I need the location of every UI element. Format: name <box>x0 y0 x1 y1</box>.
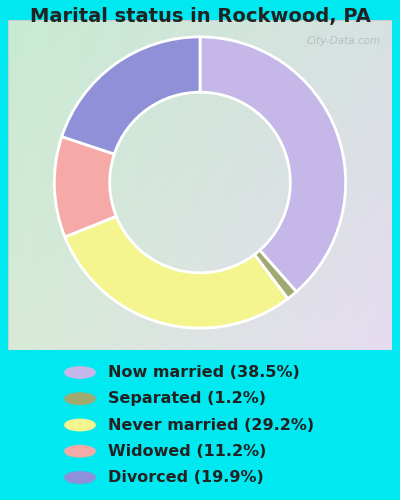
Circle shape <box>65 472 95 483</box>
Text: Now married (38.5%): Now married (38.5%) <box>108 365 300 380</box>
Text: City-Data.com: City-Data.com <box>306 36 380 46</box>
Text: Marital status in Rockwood, PA: Marital status in Rockwood, PA <box>30 7 370 26</box>
Wedge shape <box>54 136 116 237</box>
Text: Widowed (11.2%): Widowed (11.2%) <box>108 444 266 459</box>
Text: Separated (1.2%): Separated (1.2%) <box>108 391 266 406</box>
Wedge shape <box>254 250 296 298</box>
Text: Divorced (19.9%): Divorced (19.9%) <box>108 470 264 485</box>
Circle shape <box>65 367 95 378</box>
Wedge shape <box>65 216 288 328</box>
Wedge shape <box>62 37 200 154</box>
Text: Never married (29.2%): Never married (29.2%) <box>108 418 314 432</box>
Circle shape <box>65 446 95 457</box>
Wedge shape <box>200 37 346 292</box>
Circle shape <box>65 393 95 404</box>
Circle shape <box>65 420 95 430</box>
